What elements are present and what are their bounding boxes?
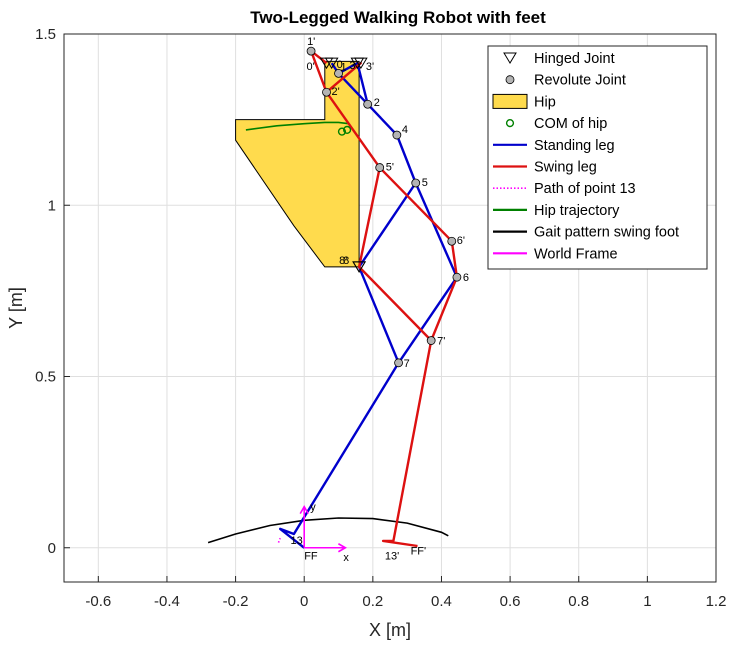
revolute-joint-marker xyxy=(447,236,457,246)
x-tick-label: 1.2 xyxy=(706,593,727,610)
world-frame-x-label: x xyxy=(343,552,349,564)
revolute-joint-label: 5' xyxy=(386,162,394,174)
x-tick-label: 0.6 xyxy=(500,593,521,610)
legend-entry-label: Hip trajectory xyxy=(534,203,620,219)
x-tick-label: 0 xyxy=(300,593,308,610)
legend-entry-label: Path of point 13 xyxy=(534,181,636,197)
legend-marker-hinged xyxy=(503,52,517,64)
hip-trajectory-line xyxy=(245,121,349,131)
annotation-label: FF' xyxy=(411,545,427,557)
com-of-hip-marker xyxy=(337,127,347,136)
x-tick-label: 0.8 xyxy=(568,593,589,610)
hinged-joint-label: 3' xyxy=(366,61,374,73)
revolute-joint-marker xyxy=(306,46,316,56)
revolute-joint-marker xyxy=(322,87,331,97)
revolute-joint-label: 5 xyxy=(422,177,428,189)
y-tick-label: 0.5 xyxy=(35,369,56,386)
revolute-joint-label: 1 xyxy=(341,61,347,73)
revolute-joint-marker xyxy=(363,99,373,109)
hinged-joint-marker xyxy=(324,57,339,70)
hinged-joint-label: 8' xyxy=(339,255,347,267)
plot-area: x y 0' 0 3 3' 88' 1' 1 2' 2 4 5' 5 6' 6 7' 7 13 13' FF FF' xyxy=(207,36,469,564)
hinged-joint-label: 8 xyxy=(343,255,349,267)
revolute-joint-marker xyxy=(426,336,436,345)
annotation-label: 13' xyxy=(385,550,399,562)
annotation-label: FF xyxy=(304,550,318,562)
revolute-joint-label: 2 xyxy=(374,97,380,109)
revolute-joint-marker xyxy=(394,358,403,368)
y-tick-label: 1.5 xyxy=(35,26,56,43)
x-axis-label: X [m] xyxy=(369,620,411,640)
chart-title: Two-Legged Walking Robot with feet xyxy=(250,8,546,27)
legend-entry-label: Hinged Joint xyxy=(534,51,615,67)
path-point-13-line xyxy=(277,537,281,543)
revolute-joint-label: 4 xyxy=(402,124,408,136)
world-frame-y-label: y xyxy=(310,502,316,514)
hinged-joint-label: 0 xyxy=(337,59,343,71)
gait-pattern-line xyxy=(207,517,449,544)
revolute-joint-label: 6 xyxy=(463,272,469,284)
hinged-joint-label: 0' xyxy=(307,61,315,73)
legend-entry-label: World Frame xyxy=(534,246,618,262)
legend-marker-com xyxy=(505,118,515,128)
revolute-joint-label: 2' xyxy=(332,86,340,98)
legend-entry-label: COM of hip xyxy=(534,116,607,132)
legend-entry-label: Hip xyxy=(534,94,556,110)
legend-marker-revolute xyxy=(505,75,515,85)
revolute-joint-marker xyxy=(452,272,462,282)
revolute-joint-marker xyxy=(375,163,385,172)
x-tick-label: -0.2 xyxy=(223,593,249,610)
axes-box xyxy=(63,33,717,583)
hip-polygon xyxy=(235,60,360,268)
hinged-joint-marker xyxy=(353,57,368,70)
hinged-joint-marker xyxy=(352,261,366,273)
x-tick-label: -0.6 xyxy=(85,593,111,610)
revolute-joint-label: 1' xyxy=(307,36,315,48)
legend-entry-label: Gait pattern swing foot xyxy=(534,225,679,241)
x-tick-label: -0.4 xyxy=(154,593,180,610)
hinged-joint-label: 3 xyxy=(349,60,355,72)
world-frame-y-arrow xyxy=(299,505,309,515)
y-axis-label: Y [m] xyxy=(6,287,26,329)
revolute-joint-label: 7 xyxy=(404,358,410,370)
legend-entry-label: Standing leg xyxy=(534,138,615,154)
standing-leg-line xyxy=(279,362,400,549)
x-tick-label: 0.4 xyxy=(431,593,452,610)
revolute-joint-marker xyxy=(392,130,402,140)
legend-entry-label: Revolute Joint xyxy=(534,73,626,89)
legend-entry-label: Swing leg xyxy=(534,160,597,176)
x-tick-label: 1 xyxy=(643,593,651,610)
y-tick-label: 0 xyxy=(48,540,56,557)
x-tick-label: 0.2 xyxy=(362,593,383,610)
y-tick-label: 1 xyxy=(48,197,56,214)
com-of-hip-marker xyxy=(343,125,352,134)
revolute-joint-label: 6' xyxy=(457,235,465,247)
swing-leg-line xyxy=(381,340,433,548)
revolute-joint-marker xyxy=(411,178,421,188)
annotation-label: 13 xyxy=(290,535,302,547)
legend-marker-hip xyxy=(492,93,528,109)
tick-labels: -0.6 -0.4 -0.2 0 0.2 0.4 0.6 0.8 1 1.2 0 0.5 1 1.5 xyxy=(35,26,726,610)
revolute-joint-marker xyxy=(334,68,343,78)
world-frame-x-arrow xyxy=(337,543,348,553)
revolute-joint-label: 7' xyxy=(437,336,445,348)
legend: Hinged Joint Revolute Joint Hip COM of hip S… xyxy=(487,45,708,270)
